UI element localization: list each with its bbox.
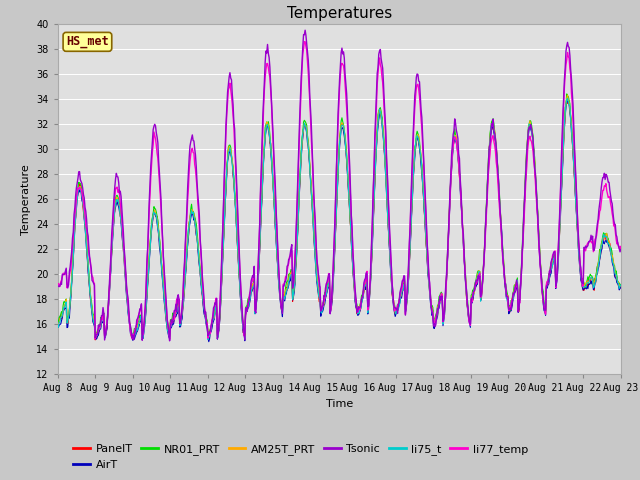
li77_temp bbox=[301, 39, 308, 45]
AirT bbox=[64, 324, 72, 330]
AirT bbox=[564, 98, 572, 104]
Line: PanelT: PanelT bbox=[58, 100, 621, 340]
NR01_PRT bbox=[425, 274, 433, 279]
li75_t bbox=[122, 278, 129, 284]
Text: HS_met: HS_met bbox=[66, 36, 109, 48]
PanelT bbox=[180, 290, 188, 296]
Tsonic bbox=[180, 271, 188, 276]
Tsonic bbox=[617, 247, 625, 252]
li77_temp bbox=[64, 283, 72, 289]
Line: li77_temp: li77_temp bbox=[58, 42, 621, 339]
li77_temp bbox=[210, 309, 218, 314]
PanelT bbox=[408, 192, 416, 197]
li77_temp bbox=[410, 141, 417, 147]
AirT bbox=[54, 324, 61, 330]
AirT bbox=[210, 318, 218, 324]
NR01_PRT bbox=[180, 290, 188, 296]
AirT bbox=[617, 285, 625, 290]
li77_temp bbox=[122, 272, 129, 277]
li77_temp bbox=[617, 248, 625, 253]
AM25T_PRT bbox=[564, 92, 572, 98]
Tsonic bbox=[426, 280, 433, 286]
Line: NR01_PRT: NR01_PRT bbox=[58, 94, 621, 337]
Legend: PanelT, AirT, NR01_PRT, AM25T_PRT, Tsonic, li75_t, li77_temp: PanelT, AirT, NR01_PRT, AM25T_PRT, Tsoni… bbox=[68, 440, 532, 474]
Y-axis label: Temperature: Temperature bbox=[20, 164, 31, 235]
PanelT bbox=[54, 318, 61, 324]
AM25T_PRT bbox=[54, 322, 61, 327]
PanelT bbox=[210, 313, 218, 319]
NR01_PRT bbox=[563, 91, 571, 97]
Line: li75_t: li75_t bbox=[58, 98, 621, 339]
li75_t bbox=[564, 95, 572, 101]
Line: AM25T_PRT: AM25T_PRT bbox=[58, 95, 621, 336]
Tsonic bbox=[410, 130, 417, 135]
Line: Tsonic: Tsonic bbox=[58, 30, 621, 341]
AM25T_PRT bbox=[64, 320, 72, 326]
Tsonic bbox=[166, 338, 173, 344]
li77_temp bbox=[426, 284, 433, 289]
NR01_PRT bbox=[54, 317, 61, 323]
li77_temp bbox=[54, 283, 61, 288]
li75_t bbox=[617, 282, 625, 288]
li75_t bbox=[54, 323, 61, 328]
AirT bbox=[122, 280, 129, 286]
AirT bbox=[408, 195, 416, 201]
PanelT bbox=[64, 320, 72, 325]
Tsonic bbox=[122, 269, 129, 275]
NR01_PRT bbox=[64, 315, 72, 321]
Tsonic bbox=[301, 27, 309, 33]
AirT bbox=[179, 303, 187, 309]
PanelT bbox=[425, 277, 433, 283]
Title: Temperatures: Temperatures bbox=[287, 6, 392, 22]
NR01_PRT bbox=[210, 313, 218, 319]
NR01_PRT bbox=[408, 187, 416, 193]
AM25T_PRT bbox=[408, 189, 416, 195]
AM25T_PRT bbox=[617, 283, 625, 289]
Tsonic bbox=[210, 305, 218, 311]
AirT bbox=[205, 339, 212, 345]
Line: AirT: AirT bbox=[58, 101, 621, 342]
li75_t bbox=[204, 336, 212, 342]
NR01_PRT bbox=[166, 335, 173, 340]
AM25T_PRT bbox=[122, 276, 129, 282]
PanelT bbox=[123, 290, 131, 296]
NR01_PRT bbox=[617, 283, 625, 289]
AM25T_PRT bbox=[205, 334, 212, 339]
li75_t bbox=[64, 318, 72, 324]
li77_temp bbox=[180, 276, 188, 282]
li75_t bbox=[425, 278, 433, 284]
PanelT bbox=[564, 97, 572, 103]
li75_t bbox=[179, 303, 187, 309]
Tsonic bbox=[54, 283, 61, 288]
NR01_PRT bbox=[122, 272, 129, 277]
li75_t bbox=[408, 192, 416, 198]
li77_temp bbox=[166, 336, 173, 342]
li75_t bbox=[210, 317, 218, 323]
AM25T_PRT bbox=[179, 301, 187, 307]
PanelT bbox=[617, 285, 625, 291]
AirT bbox=[425, 281, 433, 287]
PanelT bbox=[92, 337, 99, 343]
Tsonic bbox=[64, 285, 72, 291]
AM25T_PRT bbox=[425, 279, 433, 285]
X-axis label: Time: Time bbox=[326, 399, 353, 409]
AM25T_PRT bbox=[210, 316, 218, 322]
